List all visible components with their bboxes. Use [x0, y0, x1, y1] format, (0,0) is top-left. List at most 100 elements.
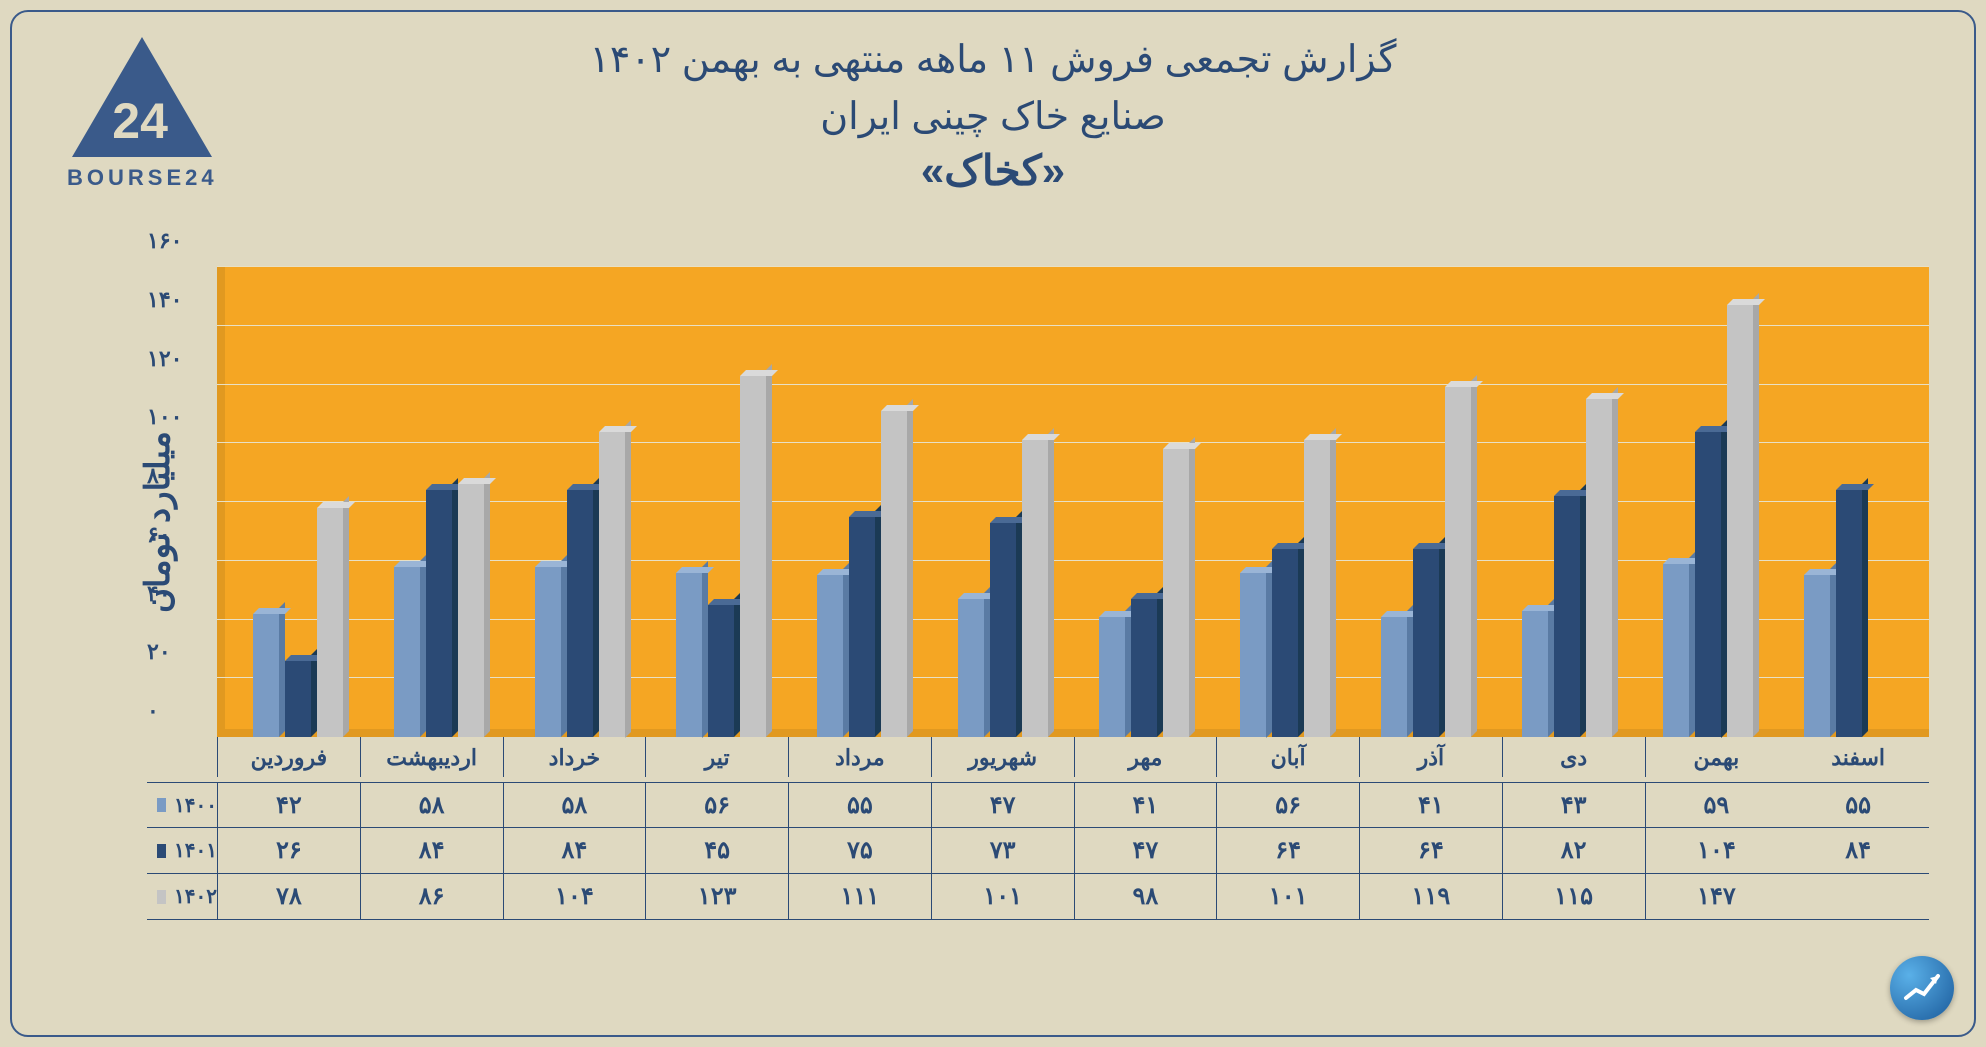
table-cell: ۴۷: [931, 783, 1074, 827]
table-cell: ۱۰۴: [503, 874, 646, 919]
logo-triangle-icon: 24: [72, 37, 212, 157]
x-axis-label: شهریور: [931, 737, 1074, 777]
table-row: ۱۴۰۱۲۶۸۴۸۴۴۵۷۵۷۳۴۷۶۴۶۴۸۲۱۰۴۸۴: [147, 828, 1929, 874]
bar: [1381, 617, 1407, 737]
title-line-2: صنایع خاک چینی ایران: [32, 89, 1954, 146]
month-group: [650, 267, 791, 737]
x-axis-label: دی: [1502, 737, 1645, 777]
x-axis: فروردیناردیبهشتخردادتیرمردادشهریورمهرآبا…: [217, 737, 1929, 777]
bar: [253, 614, 279, 737]
title-line-3: «کخاک»: [32, 146, 1954, 195]
legend-swatch: [157, 798, 166, 812]
bar: [740, 376, 766, 737]
chart-title: گزارش تجمعی فروش ۱۱ ماهه منتهی به بهمن ۱…: [32, 32, 1954, 195]
bar: [1131, 599, 1157, 737]
bar: [1522, 611, 1548, 737]
y-tick: ۴۰: [147, 581, 207, 607]
bar: [535, 567, 561, 737]
chart-trend-icon: [1890, 956, 1954, 1020]
table-cell: ۱۱۹: [1359, 874, 1502, 919]
bar: [1836, 490, 1862, 737]
bar: [1445, 387, 1471, 737]
bar: [458, 484, 484, 737]
y-tick: ۱۲۰: [147, 346, 207, 372]
month-group: [1073, 267, 1214, 737]
bar: [1727, 305, 1753, 737]
legend-swatch: [157, 844, 166, 858]
table-cell: ۵۶: [645, 783, 788, 827]
y-axis: ۰۲۰۴۰۶۰۸۰۱۰۰۱۲۰۱۴۰۱۶۰: [147, 267, 217, 737]
month-group: [368, 267, 509, 737]
bar: [317, 508, 343, 737]
bar: [1240, 573, 1266, 738]
table-cell: ۵۹: [1645, 783, 1788, 827]
y-tick: ۱۶۰: [147, 228, 207, 254]
table-cell: ۱۰۴: [1645, 828, 1788, 873]
table-cell: ۵۵: [1787, 783, 1929, 827]
bar: [1804, 575, 1830, 737]
x-axis-label: فروردین: [217, 737, 360, 777]
bar: [1304, 440, 1330, 737]
bar: [958, 599, 984, 737]
month-group: [1214, 267, 1355, 737]
x-axis-label: تیر: [645, 737, 788, 777]
bar: [1099, 617, 1125, 737]
x-axis-label: آذر: [1359, 737, 1502, 777]
bar: [1695, 432, 1721, 738]
table-cell: ۴۳: [1502, 783, 1645, 827]
table-cell: ۴۷: [1074, 828, 1217, 873]
month-group: [227, 267, 368, 737]
table-cell: ۴۵: [645, 828, 788, 873]
bar: [599, 432, 625, 738]
bar: [567, 490, 593, 737]
bar: [1272, 549, 1298, 737]
table-cell: ۸۲: [1502, 828, 1645, 873]
bar: [1413, 549, 1439, 737]
table-cell: ۸۴: [1787, 828, 1929, 873]
table-cell: ۵۶: [1216, 783, 1359, 827]
logo-number: 24: [112, 92, 168, 150]
x-axis-label: بهمن: [1645, 737, 1788, 777]
x-axis-label: آبان: [1216, 737, 1359, 777]
legend-swatch: [157, 890, 166, 904]
bar: [1554, 496, 1580, 737]
month-group: [1637, 267, 1778, 737]
table-cell: ۶۴: [1216, 828, 1359, 873]
table-cell: ۷۳: [931, 828, 1074, 873]
table-row: ۱۴۰۲۷۸۸۶۱۰۴۱۲۳۱۱۱۱۰۱۹۸۱۰۱۱۱۹۱۱۵۱۴۷: [147, 874, 1929, 920]
bar: [1663, 564, 1689, 737]
table-cell: ۴۱: [1074, 783, 1217, 827]
table-cell: ۸۴: [503, 828, 646, 873]
table-cell: ۸۴: [360, 828, 503, 873]
logo-text: BOURSE24: [67, 165, 218, 191]
table-cell: ۴۱: [1359, 783, 1502, 827]
x-axis-label: مرداد: [788, 737, 931, 777]
table-cell: ۱۰۱: [931, 874, 1074, 919]
table-cell: ۷۵: [788, 828, 931, 873]
table-cell: ۲۶: [217, 828, 360, 873]
series-label: ۱۴۰۰: [147, 783, 217, 827]
bar: [990, 523, 1016, 737]
bar: [285, 661, 311, 737]
y-tick: ۶۰: [147, 522, 207, 548]
bar: [394, 567, 420, 737]
table-cell: ۵۸: [360, 783, 503, 827]
bars-area: [217, 267, 1929, 737]
month-group: [509, 267, 650, 737]
table-row: ۱۴۰۰۴۲۵۸۵۸۵۶۵۵۴۷۴۱۵۶۴۱۴۳۵۹۵۵: [147, 782, 1929, 828]
table-cell: ۱۴۷: [1645, 874, 1788, 919]
month-group: [1355, 267, 1496, 737]
bar: [1163, 449, 1189, 737]
bar: [817, 575, 843, 737]
x-axis-label: اردیبهشت: [360, 737, 503, 777]
x-axis-label: اسفند: [1787, 737, 1929, 777]
bar: [881, 411, 907, 737]
y-tick: ۱۴۰: [147, 287, 207, 313]
table-cell: ۵۸: [503, 783, 646, 827]
bar: [1586, 399, 1612, 737]
y-tick: ۲۰: [147, 639, 207, 665]
chart-area: میلیارد تومان ۰۲۰۴۰۶۰۸۰۱۰۰۱۲۰۱۴۰۱۶۰ فرور…: [147, 267, 1929, 777]
bar: [426, 490, 452, 737]
bar: [1022, 440, 1048, 737]
bar: [849, 517, 875, 737]
